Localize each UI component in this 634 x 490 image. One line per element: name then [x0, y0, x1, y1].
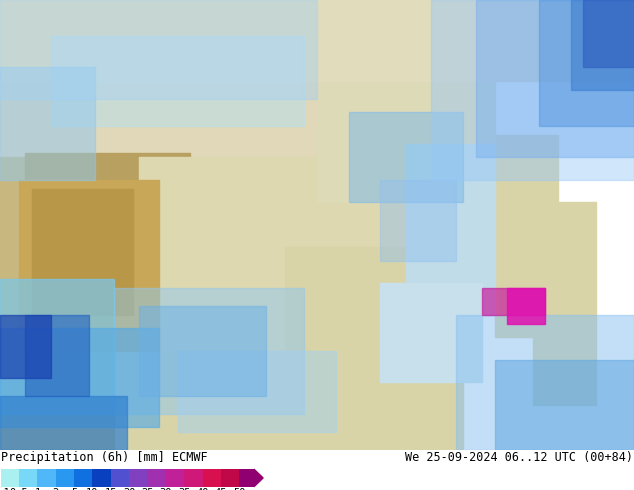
Bar	[0, 0, 456, 279]
Bar	[495, 360, 634, 450]
Bar	[25, 315, 89, 396]
Bar	[221, 469, 239, 487]
Bar	[56, 469, 74, 487]
Bar	[139, 306, 266, 396]
Bar	[317, 0, 495, 202]
Bar	[25, 153, 190, 324]
Text: 10: 10	[86, 489, 99, 490]
Bar	[0, 396, 127, 450]
Text: 50: 50	[233, 489, 245, 490]
Bar	[129, 469, 148, 487]
Bar	[507, 288, 545, 324]
Bar	[539, 0, 634, 126]
Text: Precipitation (6h) [mm] ECMWF: Precipitation (6h) [mm] ECMWF	[1, 451, 208, 465]
Text: 2: 2	[53, 489, 59, 490]
Bar	[1, 469, 19, 487]
Bar	[114, 288, 304, 414]
Bar	[178, 351, 336, 432]
Bar	[148, 469, 166, 487]
Text: 0.1: 0.1	[0, 489, 10, 490]
Bar	[0, 279, 114, 414]
Bar	[51, 36, 304, 126]
Text: We 25-09-2024 06..12 UTC (00+84): We 25-09-2024 06..12 UTC (00+84)	[404, 451, 633, 465]
Bar	[583, 0, 634, 68]
Bar	[495, 135, 558, 337]
Text: 45: 45	[215, 489, 227, 490]
Bar	[19, 469, 37, 487]
Text: 15: 15	[105, 489, 117, 490]
Bar	[93, 469, 111, 487]
Bar	[74, 469, 93, 487]
Bar	[406, 144, 495, 315]
Bar	[0, 328, 158, 427]
Bar	[476, 0, 634, 157]
Bar	[139, 157, 431, 405]
Bar	[0, 0, 634, 81]
Text: 40: 40	[197, 489, 209, 490]
Bar	[184, 469, 202, 487]
Bar	[0, 279, 76, 450]
Bar	[19, 180, 158, 351]
Polygon shape	[254, 469, 263, 487]
Text: 20: 20	[123, 489, 136, 490]
Bar	[239, 469, 254, 487]
Text: 1: 1	[34, 489, 41, 490]
Bar	[380, 283, 482, 382]
Bar	[380, 180, 456, 261]
Text: 35: 35	[178, 489, 190, 490]
Bar	[533, 202, 596, 405]
Text: 30: 30	[160, 489, 172, 490]
Bar	[285, 247, 463, 450]
Text: 25: 25	[141, 489, 153, 490]
Bar	[202, 469, 221, 487]
Bar	[32, 189, 133, 315]
Bar	[0, 279, 114, 450]
Bar	[482, 288, 545, 315]
Bar	[571, 0, 634, 90]
Bar	[456, 315, 634, 450]
Bar	[349, 113, 463, 202]
Text: 0.5: 0.5	[10, 489, 29, 490]
Bar	[37, 469, 56, 487]
Text: 5: 5	[71, 489, 77, 490]
Bar	[0, 0, 317, 99]
Bar	[166, 469, 184, 487]
Bar	[0, 351, 349, 450]
Bar	[0, 157, 139, 405]
Bar	[463, 148, 514, 306]
Bar	[0, 315, 51, 378]
Bar	[111, 469, 129, 487]
Bar	[431, 0, 634, 180]
Bar	[0, 68, 95, 180]
